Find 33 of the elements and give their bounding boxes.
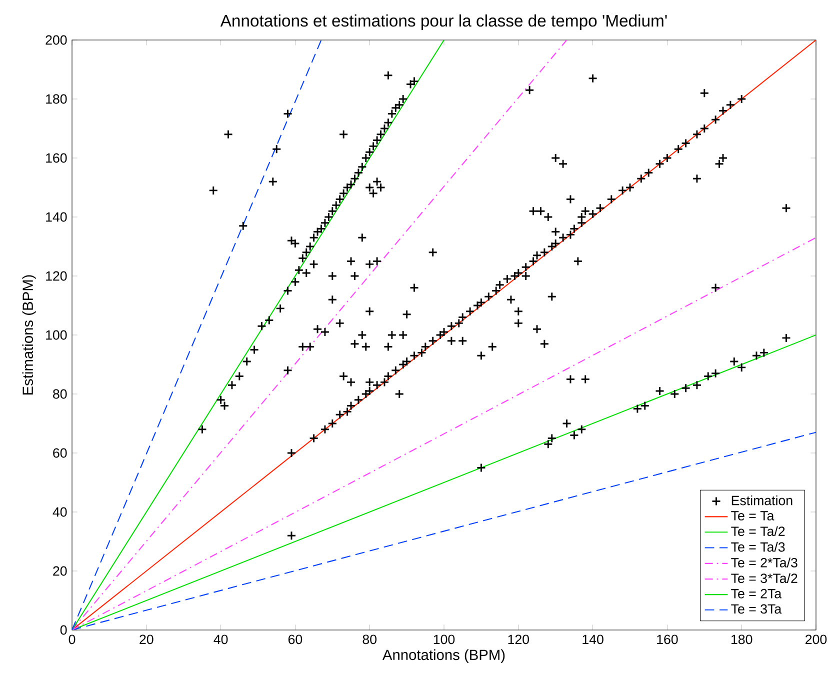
y-tick-label: 100 [46,330,67,340]
y-tick-label: 180 [46,94,67,104]
legend-label: Te = 3*Ta/2 [731,573,798,584]
legend-label: Te = Ta [731,511,774,520]
y-tick-label: 140 [46,212,67,222]
x-tick-label: 60 [288,634,302,644]
legend-label: Te = 2Ta [731,588,782,598]
y-tick-label: 20 [53,566,67,576]
y-tick-label: 0 [60,625,67,635]
y-tick-label: 160 [46,153,67,163]
y-axis-title: Estimations (BPM) [22,275,36,394]
legend-label: Estimation [732,495,792,506]
x-tick-label: 40 [214,634,228,644]
x-tick-label: 160 [657,634,678,644]
y-tick-label: 200 [46,35,67,45]
x-tick-label: 180 [732,634,752,644]
x-axis-title: Annotations (BPM) [382,649,505,663]
x-tick-label: 120 [508,634,530,644]
x-tick-label: 0 [68,634,76,644]
x-tick-label: 140 [582,634,604,644]
legend-label: Te = Ta/3 [731,542,785,552]
x-tick-label: 100 [434,634,455,644]
legend-label: Te = 3Ta [731,604,782,614]
x-tick-label: 80 [362,634,377,644]
legend-label: Te = Ta/2 [731,526,785,536]
x-tick-label: 200 [806,634,827,644]
y-tick-label: 80 [53,389,67,399]
y-tick-label: 40 [52,507,67,517]
y-tick-label: 60 [53,448,67,458]
x-tick-label: 20 [140,634,154,644]
chart-title: Annotations et estimations pour la classe de tempo 'Medium' [220,14,667,30]
y-tick-label: 120 [46,271,67,281]
legend-label: Te = 2*Ta/3 [731,558,798,568]
